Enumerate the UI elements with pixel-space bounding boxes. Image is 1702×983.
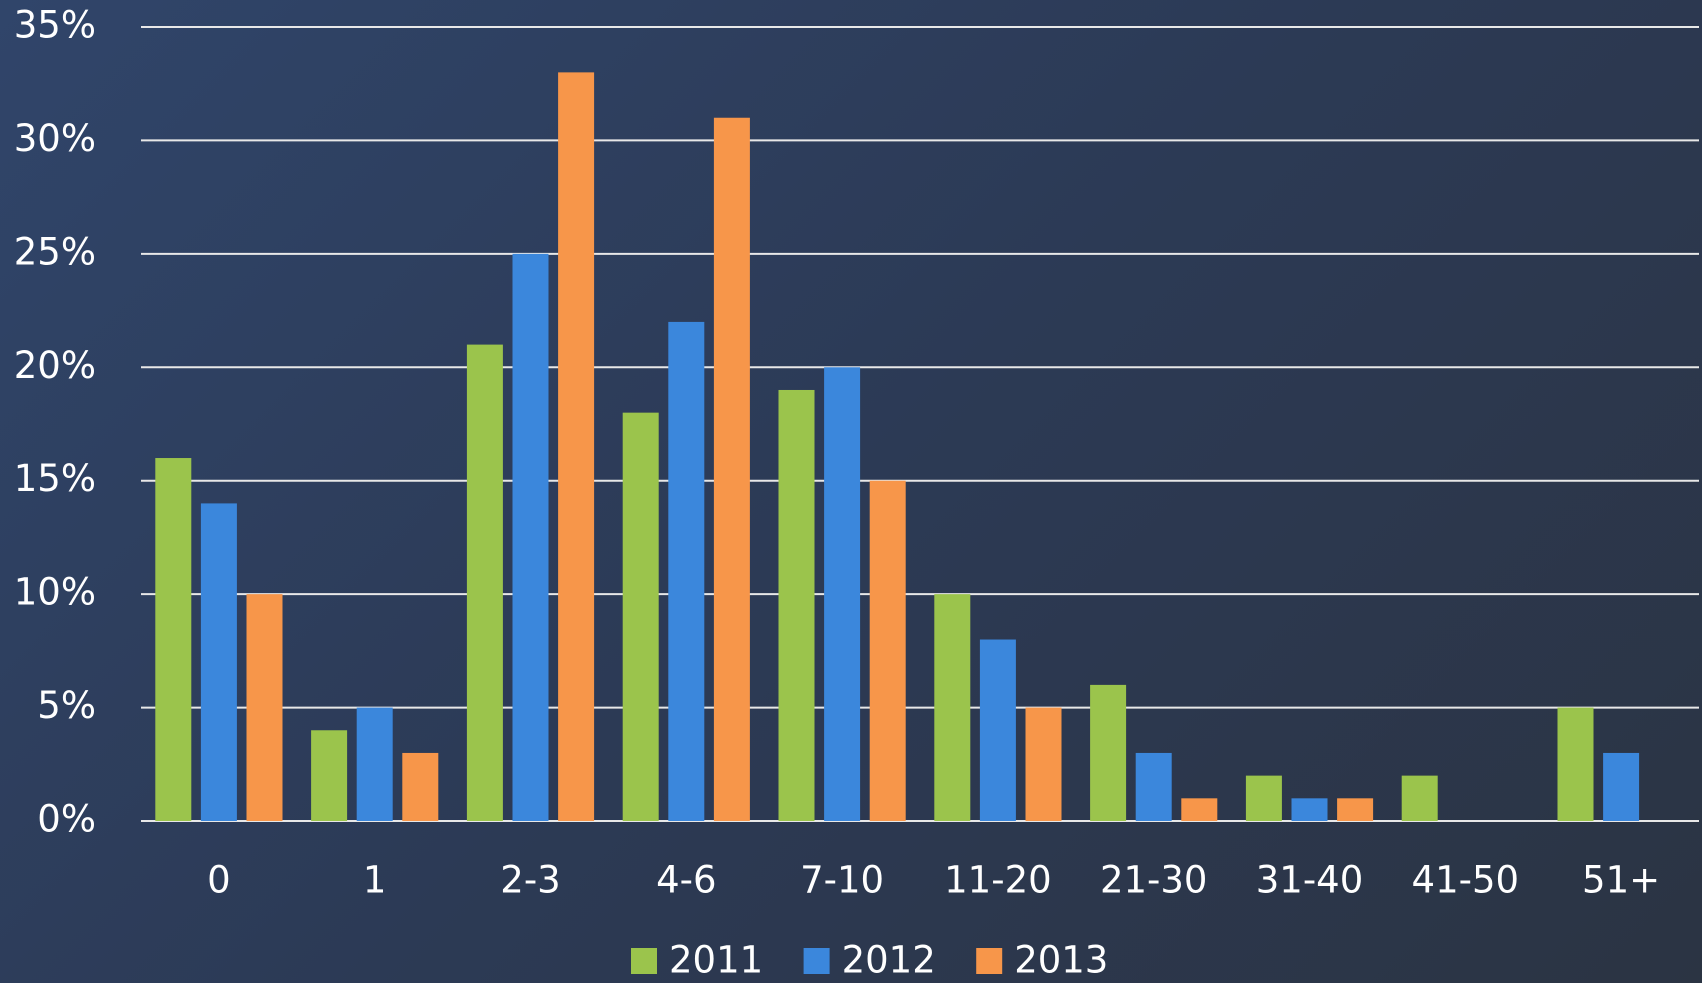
x-tick-label: 4-6 <box>656 859 716 902</box>
x-tick-label: 21-30 <box>1100 859 1208 902</box>
bar <box>1557 707 1594 821</box>
legend-swatch <box>803 948 830 974</box>
bar <box>1337 798 1374 821</box>
bar <box>1245 775 1282 821</box>
bar <box>402 752 439 821</box>
y-tick-label: 20% <box>14 344 96 387</box>
bar <box>356 707 393 821</box>
bar <box>1291 798 1328 821</box>
bar <box>1401 775 1438 821</box>
y-tick-label: 30% <box>14 117 96 160</box>
bar <box>668 321 705 821</box>
bar <box>1181 798 1218 821</box>
bar <box>869 480 906 821</box>
x-tick-label: 2-3 <box>500 859 560 902</box>
x-tick-label: 0 <box>207 859 231 902</box>
legend-label: 2011 <box>669 939 763 982</box>
bar <box>713 117 750 821</box>
x-tick-label: 7-10 <box>800 859 884 902</box>
bar <box>824 367 861 821</box>
bar <box>512 253 549 821</box>
bar <box>200 503 237 821</box>
legend-swatch <box>976 948 1003 974</box>
y-tick-label: 15% <box>14 457 96 500</box>
bar <box>778 389 815 821</box>
y-tick-label: 35% <box>14 4 96 47</box>
bar <box>1025 707 1062 821</box>
x-tick-label: 11-20 <box>944 859 1052 902</box>
bar <box>246 594 283 821</box>
x-tick-label: 41-50 <box>1412 859 1520 902</box>
y-tick-label: 25% <box>14 230 96 273</box>
y-tick-label: 0% <box>37 798 96 841</box>
bar <box>1603 752 1640 821</box>
bar <box>1090 684 1127 821</box>
bar <box>466 344 503 821</box>
y-tick-label: 10% <box>14 571 96 614</box>
x-tick-label: 51+ <box>1582 859 1660 902</box>
bar <box>1135 752 1172 821</box>
bar <box>155 458 192 821</box>
y-tick-label: 5% <box>37 684 96 727</box>
bar <box>934 594 971 821</box>
legend-swatch <box>631 948 657 974</box>
legend-label: 2012 <box>842 939 936 982</box>
bar <box>311 730 348 821</box>
bar <box>622 412 659 821</box>
bar <box>979 639 1016 821</box>
x-tick-label: 31-40 <box>1256 859 1364 902</box>
bar <box>558 72 595 821</box>
x-tick-label: 1 <box>363 859 387 902</box>
legend-label: 2013 <box>1014 939 1108 982</box>
